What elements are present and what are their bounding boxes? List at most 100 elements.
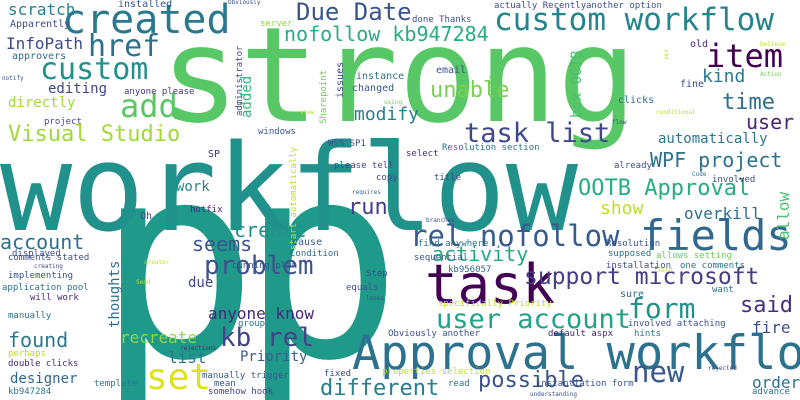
word-list: list (168, 348, 207, 367)
word-workflow: workflow (0, 120, 578, 259)
word-will-work: will work (30, 293, 79, 303)
word-strong: strong (160, 0, 637, 153)
word-rejections: rejections (180, 345, 217, 352)
word-template: template (94, 379, 138, 389)
word-due: due (188, 275, 214, 291)
word-anyone-know: anyone know (208, 304, 314, 323)
word-administrator: administrator (235, 45, 245, 116)
word-task: task (425, 253, 556, 316)
word-yes: yes (663, 49, 670, 60)
word-creator: creator (144, 259, 170, 266)
word-editing: editing (48, 81, 108, 97)
word-group: group (238, 319, 266, 329)
word-involved: involved (712, 175, 756, 185)
word-code: Code (692, 171, 707, 178)
word-notify: notify (2, 75, 24, 82)
word-set: set (146, 357, 212, 398)
word-due-date: Due Date (296, 0, 412, 26)
word-allows-setting: allows setting (656, 251, 732, 261)
word-recreate: recreate (120, 328, 198, 347)
word-obviously-another: Obviously another (388, 329, 481, 339)
word-send: Send (136, 279, 151, 286)
word-supposed: supposed (608, 249, 652, 259)
word-scratch: scratch (8, 0, 76, 19)
word-automatically: automatically (658, 131, 768, 147)
word-comments-stated: comments stated (8, 253, 90, 263)
word-done-thanks: done Thanks (412, 15, 472, 25)
word-specifically-priority: specifically Priority (438, 299, 552, 309)
word-possible: possible (478, 368, 584, 393)
word-task-list: task list (464, 118, 611, 149)
word-seems: seems (192, 232, 253, 256)
word-add: add (120, 87, 178, 125)
word-anyone-please: anyone please (124, 87, 195, 97)
word-issues: issues (335, 61, 346, 98)
word-double-clicks: double clicks (8, 359, 79, 369)
word-work: work (176, 179, 210, 195)
word-visual-studio: Visual Studio (8, 122, 181, 147)
word-implementing: implementing (8, 271, 74, 281)
word-understanding: understanding (530, 391, 577, 398)
word-view: view (300, 109, 315, 116)
word-action: Action (760, 71, 782, 78)
word-obviously: Obviously (228, 0, 261, 6)
word-sharepoint: Sharepoint (319, 69, 329, 124)
word-creating: creating (34, 263, 63, 270)
word-custom: custom (40, 52, 149, 87)
word-kb947284: kb947284 (8, 387, 52, 397)
word-infopath: InfoPath (6, 34, 84, 53)
word-support-microsoft: support microsoft (524, 264, 760, 290)
word-displayed: displayed (12, 249, 61, 259)
word-condition: Condition (290, 249, 339, 259)
word-mean: mean (214, 379, 236, 389)
word-resolution: Resolution (606, 239, 661, 249)
word-nofollow-kb947284: nofollow kb947284 (284, 22, 489, 46)
word-new: new (632, 355, 685, 389)
word-sequential: sequential (414, 253, 469, 263)
word-windows: windows (258, 127, 296, 137)
word-read: read (448, 379, 470, 389)
word-thoughts: thoughts (107, 260, 123, 328)
word-properties-selection: properties selection (382, 367, 491, 377)
word-approval-workflow: Approval workflow (352, 326, 800, 381)
word-problem: problem (204, 251, 314, 281)
word-email: email (436, 65, 467, 76)
word-account: account (0, 230, 85, 254)
word-instantiation-form: instantiation form (536, 379, 634, 389)
word-step: Step (366, 269, 388, 279)
word-default-aspx: default aspx (548, 329, 614, 339)
word-wss-sp1: WSS SP1 (328, 139, 366, 149)
word-apparently: Apparently (10, 19, 71, 30)
word-oh: Oh (140, 211, 153, 222)
word-equals: equals (346, 283, 379, 293)
word-looks: looks (366, 295, 385, 302)
word-project: project (44, 117, 82, 127)
word-application-pool: application pool (2, 283, 89, 293)
word-installation: installation (606, 261, 672, 271)
word-changed: changed (352, 83, 395, 94)
word-manually-trigger: manually trigger (202, 371, 289, 381)
word-resolution-section: Resolution section (442, 143, 540, 153)
word-hotfix: hotfix (190, 205, 223, 215)
word-rejected: rejected (708, 365, 737, 372)
word-cunning-plan: cunning plan (232, 261, 298, 271)
word-kb956057: kb956057 (448, 265, 492, 275)
word-href: href (88, 29, 161, 64)
word-ootb-approval: OOTB Approval (578, 176, 751, 201)
word-created: created (62, 0, 231, 43)
word-priority: Priority (240, 349, 308, 365)
word-hints: hints (634, 329, 662, 339)
word-instance: instance (356, 71, 405, 82)
word-time: time (722, 90, 775, 115)
word-another-option: another option (586, 1, 662, 11)
word-find-anywhere: find anywhere (418, 239, 489, 249)
word-p-2: p (240, 105, 403, 400)
word-perhaps: perhaps (8, 349, 46, 359)
word-server: server (260, 19, 293, 29)
word-believe: believe (760, 41, 786, 48)
word-said: said (740, 293, 793, 318)
word-one-comments: one comments (680, 261, 746, 271)
word-clicks: clicks (618, 95, 655, 106)
word-already: already (614, 161, 652, 171)
